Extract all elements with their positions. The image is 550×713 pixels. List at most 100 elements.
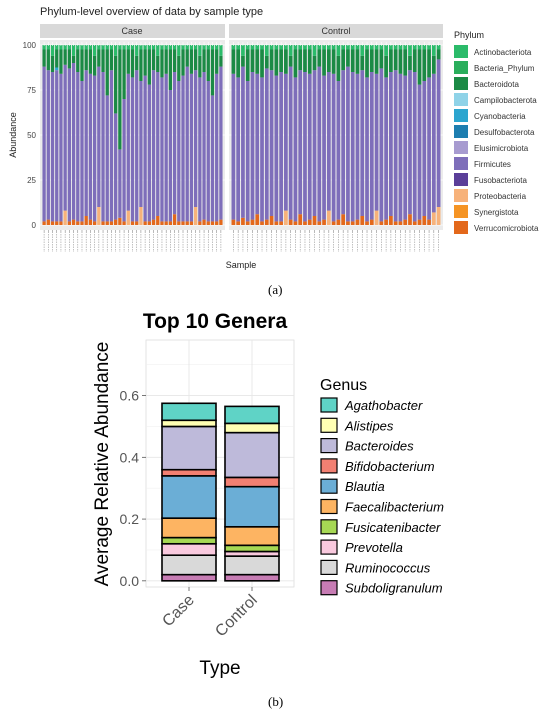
chart-a-x-label: Sample: [226, 260, 257, 270]
bar-segment-firmicutes: [341, 70, 346, 215]
bar-segment-actinobacteriota: [241, 45, 245, 56]
bar-segment-actinobacteriota: [307, 45, 312, 50]
bar-segment-bacteroidota: [202, 49, 206, 72]
bar-segment-actinobacteriota: [185, 45, 189, 50]
bar-segment-cyanobacteria: [55, 67, 59, 71]
bar-segment-firmicutes: [379, 68, 384, 222]
bar-segment-firmicutes: [284, 73, 288, 211]
bar-segment-bacteroidota: [408, 55, 412, 71]
bar-segment-verrucomicrobiota: [365, 221, 369, 225]
chart-a-y-axis: 0 25 50 75 100: [23, 41, 37, 230]
bar-segment-actinobacteriota: [80, 45, 84, 50]
bar-segment-actinobacteriota: [76, 45, 80, 50]
bar-segment-bacteroidota: [331, 49, 336, 74]
bar-segment-verrucomicrobiota: [408, 214, 412, 225]
legend-key: [454, 61, 468, 74]
bar-segment-firmicutes: [288, 66, 293, 220]
bar-segment-actinobacteriota: [269, 45, 274, 50]
legend-key: [454, 189, 468, 202]
bar-segment-bacteroidota: [193, 49, 198, 71]
bar-segment-verrucomicrobiota: [97, 207, 101, 225]
bar-segment-verrucomicrobiota: [185, 221, 189, 225]
bar-segment-bacteroidota: [250, 49, 255, 72]
legend-key: [320, 559, 338, 576]
bar-segment-bacteroidota: [97, 49, 101, 67]
bar-segment-firmicutes: [236, 77, 241, 222]
bar-segment-verrucomicrobiota: [59, 221, 63, 225]
bar-segment-prevotella: [161, 542, 217, 556]
bar-segment-bacteroidota: [156, 55, 160, 72]
chart-b-bars: [161, 402, 280, 582]
legend-label: Fusobacteriota: [474, 176, 527, 185]
bar-segment-actinobacteriota: [118, 45, 122, 50]
bar-segment-actinobacteriota: [67, 45, 72, 50]
bar-segment-firmicutes: [109, 70, 114, 222]
bar-segment-bacteroidota: [269, 49, 274, 71]
bar-segment-firmicutes: [198, 77, 202, 222]
legend-label: Proteobacteria: [474, 192, 527, 201]
bar-segment-verrucomicrobiota: [398, 221, 403, 225]
bar-segment-verrucomicrobiota: [303, 221, 307, 225]
legend-label: Bacteroidota: [474, 80, 519, 89]
bar-segment-firmicutes: [279, 72, 283, 222]
bar-segment-firmicutes: [369, 72, 374, 220]
bar-segment-bacteroidota: [105, 49, 109, 96]
bar-segment-bacteroidota: [172, 49, 177, 72]
bar-segment-bacteroidota: [139, 49, 143, 81]
chart-b-legend: Genus Agathobacter Alistipes Bacteroides Bi…: [320, 377, 444, 596]
legend-key: [454, 109, 468, 122]
bar-segment-fusicatenibacter: [224, 544, 280, 553]
bar-segment-bacteroidota: [92, 55, 97, 76]
bar-segment-verrucomicrobiota: [384, 219, 388, 225]
facet-label-control: Control: [321, 26, 350, 36]
bar-segment-bacteroidota: [135, 55, 139, 71]
bar-segment-firmicutes: [269, 70, 274, 216]
bar-segment-firmicutes: [172, 72, 177, 215]
bar-segment-verrucomicrobiota: [260, 221, 264, 225]
bar-segment-actinobacteriota: [317, 45, 322, 50]
x-tick-label: Control: [212, 592, 260, 640]
bar-segment-actinobacteriota: [143, 45, 147, 50]
chart-a-legend: Phylum Actinobacteriota Bacteria_Phylum Ba…: [454, 30, 539, 234]
legend-label: Alistipes: [344, 418, 394, 433]
bar-segment-blautia: [161, 475, 217, 519]
bar-segment-bacteroidota: [360, 55, 365, 71]
bar-segment-firmicutes: [393, 70, 398, 222]
bar-segment-actinobacteriota: [88, 45, 93, 50]
bar-segment-actinobacteriota: [279, 45, 283, 50]
bar-segment-actinobacteriota: [101, 45, 105, 50]
bar-segment-actinobacteriota: [431, 45, 436, 56]
bar-segment-actinobacteriota: [398, 45, 403, 50]
bar-segment-bacteroidota: [393, 49, 398, 71]
bar-segment-bacteroidota: [71, 55, 76, 63]
bar-segment-actinobacteriota: [215, 45, 219, 50]
bar-segment-bacteroidota: [114, 55, 118, 114]
bar-segment-firmicutes: [422, 81, 427, 216]
bar-segment-verrucomicrobiota: [177, 221, 181, 225]
bar-segment-verrucomicrobiota: [122, 221, 126, 225]
bar-segment-bacteroidota: [185, 49, 189, 67]
bar-segment-verrucomicrobiota: [109, 221, 114, 225]
bar-segment-verrucomicrobiota: [417, 219, 422, 225]
bar-segment-bacteroidota: [412, 49, 417, 72]
bar-segment-firmicutes: [219, 66, 223, 220]
bar-segment-verrucomicrobiota: [350, 221, 355, 225]
legend-label: Campilobacterota: [474, 96, 537, 105]
bar-segment-verrucomicrobiota: [255, 214, 260, 225]
bar-segment-bacteroidota: [88, 49, 93, 74]
bar-segment-firmicutes: [168, 90, 173, 222]
bar-segment-firmicutes: [260, 77, 264, 222]
bar-segment-verrucomicrobiota: [374, 210, 379, 225]
facet-label-case: Case: [121, 26, 142, 36]
legend-label: Elusimicrobiota: [474, 144, 529, 153]
y-tick-label: 100: [23, 41, 37, 50]
bar-segment-verrucomicrobiota: [181, 221, 185, 225]
legend-label: Verrucomicrobiota: [474, 224, 539, 233]
bar-segment-bacteroides: [161, 425, 217, 471]
bar-segment-actinobacteriota: [412, 45, 417, 50]
bar-segment-verrucomicrobiota: [118, 217, 122, 225]
legend-label: Cyanobacteria: [474, 112, 526, 121]
bar-segment-actinobacteriota: [369, 45, 374, 50]
bar-segment-actinobacteriota: [260, 45, 264, 50]
